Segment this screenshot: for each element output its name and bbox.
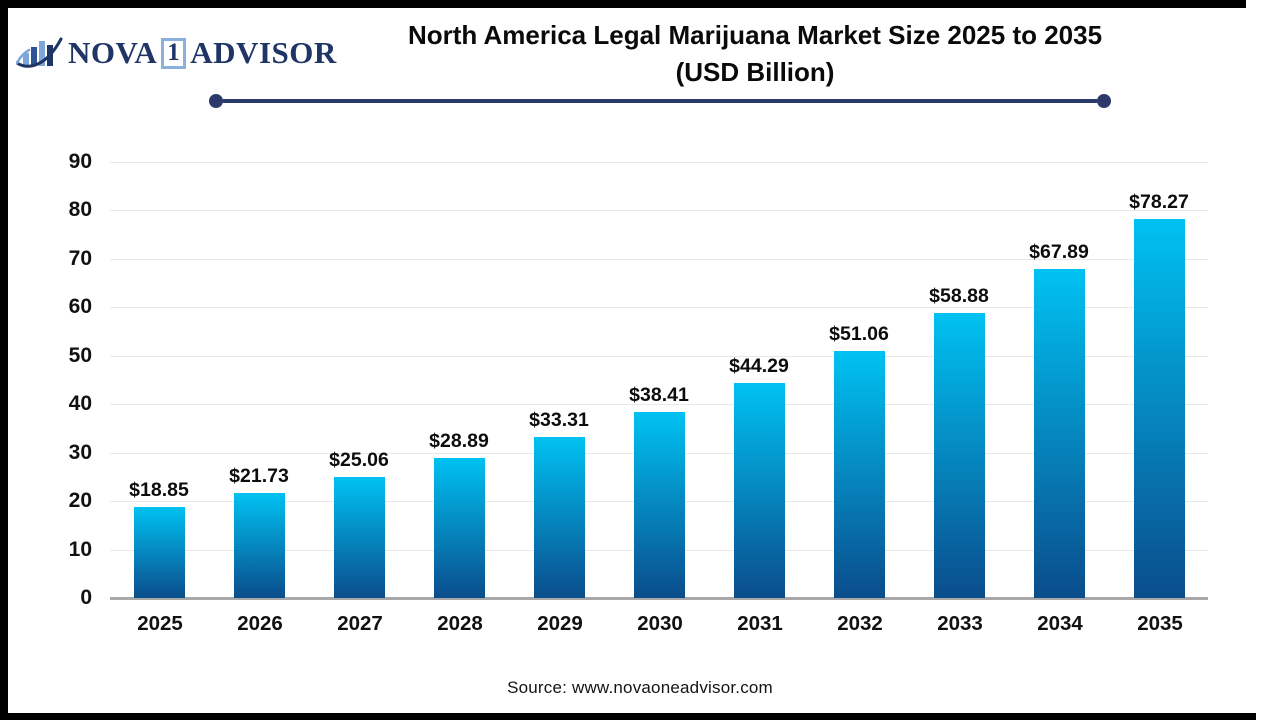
chart-title: North America Legal Marijuana Market Siz… [300, 17, 1210, 91]
chart-title-line2: (USD Billion) [675, 57, 835, 87]
bar-2032 [833, 350, 885, 598]
bar-value-label-2033: $58.88 [929, 284, 989, 307]
y-tick-label-0: 0 [80, 586, 92, 609]
x-tick-label-2028: 2028 [437, 612, 483, 635]
gridline-40 [110, 404, 1208, 406]
y-tick-label-60: 60 [68, 295, 92, 319]
gridline-80 [110, 210, 1208, 212]
gridline-70 [110, 258, 1208, 260]
x-tick-label-2029: 2029 [537, 612, 583, 635]
x-tick-label-2027: 2027 [337, 612, 383, 635]
y-tick-label-50: 50 [68, 343, 92, 367]
bar-value-label-2032: $51.06 [829, 322, 889, 345]
bar-2034 [1033, 269, 1085, 598]
y-tick-label-90: 90 [68, 150, 92, 173]
bar-2030 [633, 411, 685, 598]
bar-value-label-2026: $21.73 [229, 464, 289, 487]
x-tick-label-2035: 2035 [1137, 612, 1183, 635]
bar-chart-swoosh-icon [16, 37, 63, 68]
bar-2026 [233, 492, 285, 598]
y-tick-label-30: 30 [68, 440, 92, 464]
bar-value-label-2025: $18.85 [129, 478, 189, 501]
bar-value-label-2027: $25.06 [329, 448, 389, 471]
bar-value-label-2030: $38.41 [629, 383, 689, 406]
source-text: Source: www.novaoneadvisor.com [507, 678, 773, 697]
bar-2033 [933, 312, 985, 598]
bar-2027 [333, 476, 385, 598]
x-tick-label-2026: 2026 [237, 612, 283, 635]
y-tick-label-10: 10 [68, 537, 92, 561]
bar-value-label-2035: $78.27 [1129, 190, 1189, 213]
x-axis-line [110, 597, 1208, 600]
title-underline-dot-left [209, 94, 223, 108]
logo-advisor: ADVISOR [190, 35, 337, 70]
logo-one-box: 1 [161, 37, 187, 69]
y-tick-label-20: 20 [68, 489, 92, 513]
gridline-90 [110, 162, 1208, 163]
bar-value-label-2031: $44.29 [729, 355, 789, 378]
plot-area: $18.85 $21.73 $25.06 $28.89 $33.31 $38.41 $44.… [110, 162, 1208, 600]
title-underline-dot-right [1097, 94, 1111, 108]
y-tick-label-40: 40 [68, 392, 92, 416]
y-tick-label-70: 70 [68, 246, 92, 270]
gridline-50 [110, 355, 1208, 357]
title-underline [222, 99, 1098, 103]
x-tick-label-2031: 2031 [737, 612, 783, 635]
frame-edge-top [0, 0, 1246, 8]
x-tick-label-2025: 2025 [137, 612, 183, 635]
x-tick-label-2034: 2034 [1037, 612, 1083, 635]
bar-2031 [733, 383, 785, 598]
x-tick-label-2033: 2033 [937, 612, 983, 635]
logo-wordmark: NOVA 1 ADVISOR [68, 35, 337, 71]
bar-value-label-2034: $67.89 [1029, 241, 1089, 264]
frame-edge-bottom [0, 713, 1256, 720]
x-tick-label-2032: 2032 [837, 612, 883, 635]
bar-2029 [533, 436, 585, 598]
bar-value-label-2029: $33.31 [529, 408, 589, 431]
bar-2028 [433, 458, 485, 598]
x-tick-label-2030: 2030 [637, 612, 683, 635]
logo-nova: NOVA [68, 35, 158, 70]
nova-one-advisor-logo: NOVA 1 ADVISOR [16, 30, 337, 76]
frame-edge-left [0, 0, 8, 720]
bar-2025 [133, 506, 185, 598]
bar-2035 [1133, 218, 1185, 598]
bar-value-label-2028: $28.89 [429, 430, 489, 453]
gridline-60 [110, 307, 1208, 309]
chart-title-line1: North America Legal Marijuana Market Siz… [407, 20, 1103, 50]
y-tick-label-80: 80 [68, 198, 92, 222]
